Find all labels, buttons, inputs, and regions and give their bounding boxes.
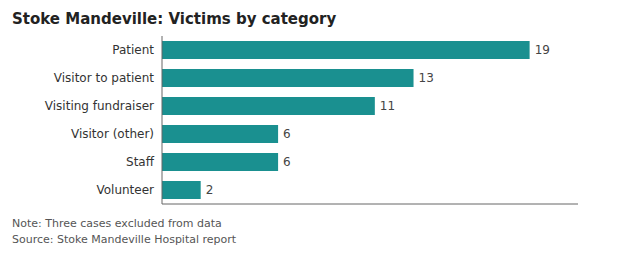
html-text:Source: Stoke Mandeville Hospi: Source: Stoke Mandeville Hospital report [12,233,237,246]
svg-text:Visiting fundraiser: Visiting fundraiser [45,99,154,113]
svg-text:Patient: Patient [112,43,154,57]
svg-text:Staff: Staff [126,155,155,169]
svg-text:Visitor (other): Visitor (other) [71,127,154,141]
html-text:Note: Three cases excluded fro: Note: Three cases excluded from data [12,217,222,230]
svg-text:11: 11 [380,99,395,113]
svg-text:Visitor to patient: Visitor to patient [54,71,155,85]
svg-text:19: 19 [535,43,550,57]
svg-text:6: 6 [283,155,291,169]
svg-text:6: 6 [283,127,291,141]
svg-text:2: 2 [206,183,214,197]
svg-text:Volunteer: Volunteer [96,183,154,197]
html-text:Stoke Mandeville: Victims by c: Stoke Mandeville: Victims by category [12,10,337,28]
svg-text:13: 13 [419,71,434,85]
